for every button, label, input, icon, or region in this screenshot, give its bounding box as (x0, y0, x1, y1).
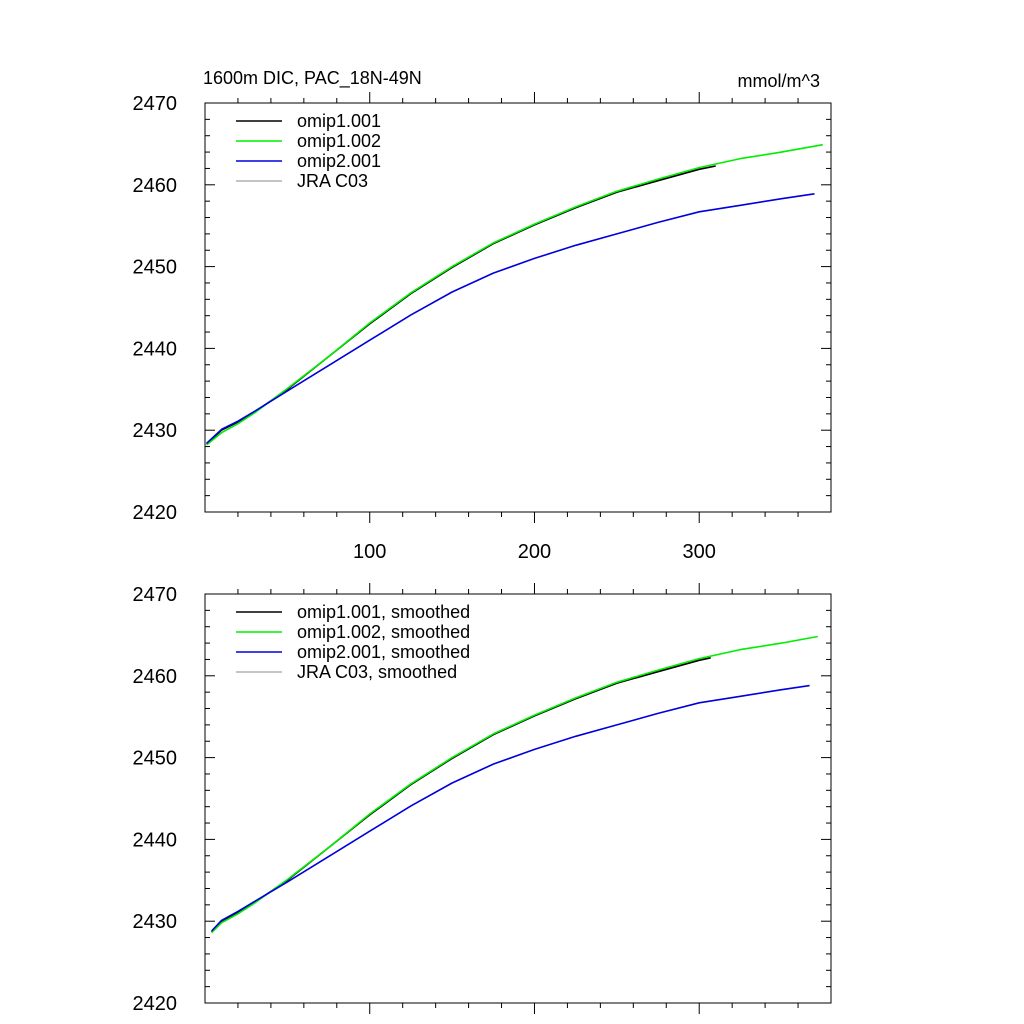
legend-label: JRA C03, smoothed (297, 662, 457, 682)
legend-label: JRA C03 (297, 171, 368, 191)
top-panel: 2420 2430 2440 2450 2460 2470 100 200 300 omip1.0… (133, 92, 832, 563)
y-tick-label: 2470 (133, 93, 178, 115)
chart-title: 1600m DIC, PAC_18N-49N (203, 68, 422, 89)
x-tick-label: 300 (683, 541, 716, 563)
legend-label: omip1.002 (297, 131, 381, 151)
y-tick-label: 2420 (133, 502, 178, 524)
series-line-2 (206, 193, 815, 444)
legend-label: omip1.001, smoothed (297, 602, 470, 622)
series-line-0 (206, 165, 716, 445)
units-label: mmol/m^3 (738, 71, 820, 91)
legend-label: omip1.001 (297, 111, 381, 131)
y-tick-label: 2450 (133, 257, 178, 279)
x-tick-label: 200 (518, 541, 551, 563)
y-tick-label: 2460 (133, 666, 178, 688)
series-line-0 (211, 657, 711, 933)
y-tick-label: 2440 (133, 338, 178, 360)
y-tick-label: 2440 (133, 829, 178, 851)
legend-label: omip2.001, smoothed (297, 642, 470, 662)
series-line-1 (211, 635, 818, 934)
y-tick-label: 2470 (133, 584, 178, 606)
plot-frame (204, 102, 832, 513)
x-tick-label: 100 (353, 541, 386, 563)
series-line-1 (206, 143, 823, 446)
legend-label: omip2.001 (297, 151, 381, 171)
y-tick-label: 2430 (133, 911, 178, 933)
bottom-panel: 2420 2430 2440 2450 2460 2470 omip1.001, smoot… (133, 583, 832, 1015)
y-tick-label: 2430 (133, 420, 178, 442)
y-tick-label: 2420 (133, 993, 178, 1015)
plot-frame (204, 593, 832, 1004)
y-tick-label: 2460 (133, 175, 178, 197)
y-tick-label: 2450 (133, 748, 178, 770)
series-line-2 (211, 684, 810, 932)
legend-label: omip1.002, smoothed (297, 622, 470, 642)
